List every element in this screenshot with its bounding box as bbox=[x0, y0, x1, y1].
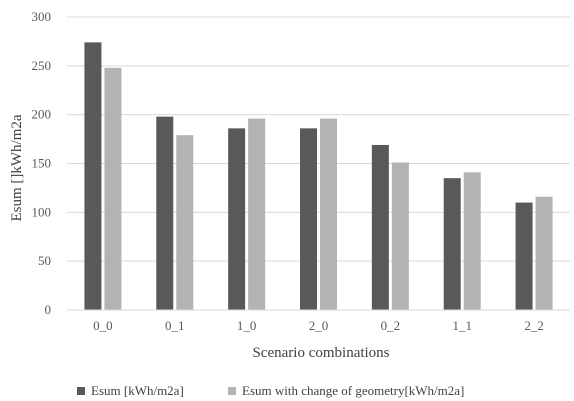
y-tick-label: 100 bbox=[32, 204, 52, 219]
bar-esum-1_1 bbox=[443, 178, 461, 310]
legend: Esum [kWh/m2a] Esum with change of geomet… bbox=[77, 383, 464, 398]
y-tick-label: 50 bbox=[38, 253, 51, 268]
legend-label: Esum [kWh/m2a] bbox=[91, 383, 184, 398]
bars bbox=[84, 42, 553, 311]
y-tick-label: 150 bbox=[32, 156, 52, 171]
x-tick-label: 1_1 bbox=[452, 318, 472, 333]
bar-esum-geometry-1_0 bbox=[248, 118, 266, 310]
bar-esum-geometry-2_0 bbox=[320, 118, 337, 310]
gridlines bbox=[67, 16, 570, 262]
x-axis-ticks: 0_0 0_1 1_0 2_0 0_2 1_1 2_2 bbox=[93, 318, 544, 333]
x-tick-label: 0_2 bbox=[381, 318, 401, 333]
bar-esum-geometry-0_1 bbox=[176, 135, 194, 310]
bar-esum-geometry-0_0 bbox=[104, 67, 122, 310]
y-tick-label: 300 bbox=[32, 9, 52, 24]
bar-esum-2_2 bbox=[515, 202, 533, 310]
bar-esum-geometry-0_2 bbox=[391, 162, 409, 310]
y-tick-label: 250 bbox=[32, 58, 52, 73]
y-tick-label: 200 bbox=[32, 107, 52, 122]
x-tick-label: 0_0 bbox=[93, 318, 113, 333]
x-axis-title: Scenario combinations bbox=[252, 345, 389, 361]
x-tick-label: 1_0 bbox=[237, 318, 257, 333]
bar-esum-geometry-1_1 bbox=[463, 172, 481, 310]
x-tick-label: 2_2 bbox=[524, 318, 544, 333]
bar-esum-geometry-2_2 bbox=[535, 196, 553, 310]
bar-esum-2_0 bbox=[300, 128, 317, 310]
bar-esum-0_1 bbox=[156, 116, 174, 311]
bar-esum-0_0 bbox=[84, 42, 102, 310]
x-tick-label: 0_1 bbox=[165, 318, 185, 333]
bar-esum-0_2 bbox=[371, 144, 389, 310]
y-axis-ticks: 0 50 100 150 200 250 300 bbox=[32, 9, 52, 317]
x-tick-label: 2_0 bbox=[309, 318, 329, 333]
y-tick-label: 0 bbox=[45, 302, 52, 317]
legend-swatch bbox=[77, 387, 85, 395]
legend-swatch bbox=[228, 387, 236, 395]
legend-label: Esum with change of geometry[kWh/m2a] bbox=[242, 383, 464, 398]
bar-esum-1_0 bbox=[228, 128, 246, 310]
y-axis-title: Esum []kWh/m2a bbox=[9, 114, 25, 221]
